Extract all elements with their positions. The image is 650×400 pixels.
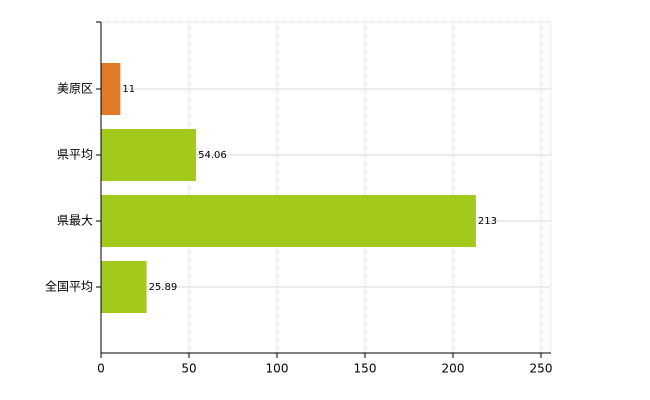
x-tick-label: 250: [530, 362, 553, 376]
value-label: 25.89: [149, 282, 178, 293]
y-tick-label: 県最大: [57, 214, 93, 228]
x-tick-label: 200: [442, 362, 465, 376]
bar: [101, 195, 476, 247]
x-tick-label: 50: [181, 362, 196, 376]
bar: [101, 63, 121, 115]
value-label: 11: [122, 84, 135, 95]
bar: [101, 129, 197, 181]
x-tick-label: 0: [97, 362, 105, 376]
y-tick-label: 県平均: [57, 148, 93, 162]
value-label: 213: [478, 216, 497, 227]
x-tick-label: 100: [266, 362, 289, 376]
value-label: 54.06: [198, 150, 227, 161]
y-tick-label: 美原区: [57, 82, 93, 96]
y-tick-label: 全国平均: [45, 279, 93, 294]
x-tick-label: 150: [354, 362, 377, 376]
bar: [101, 261, 147, 313]
